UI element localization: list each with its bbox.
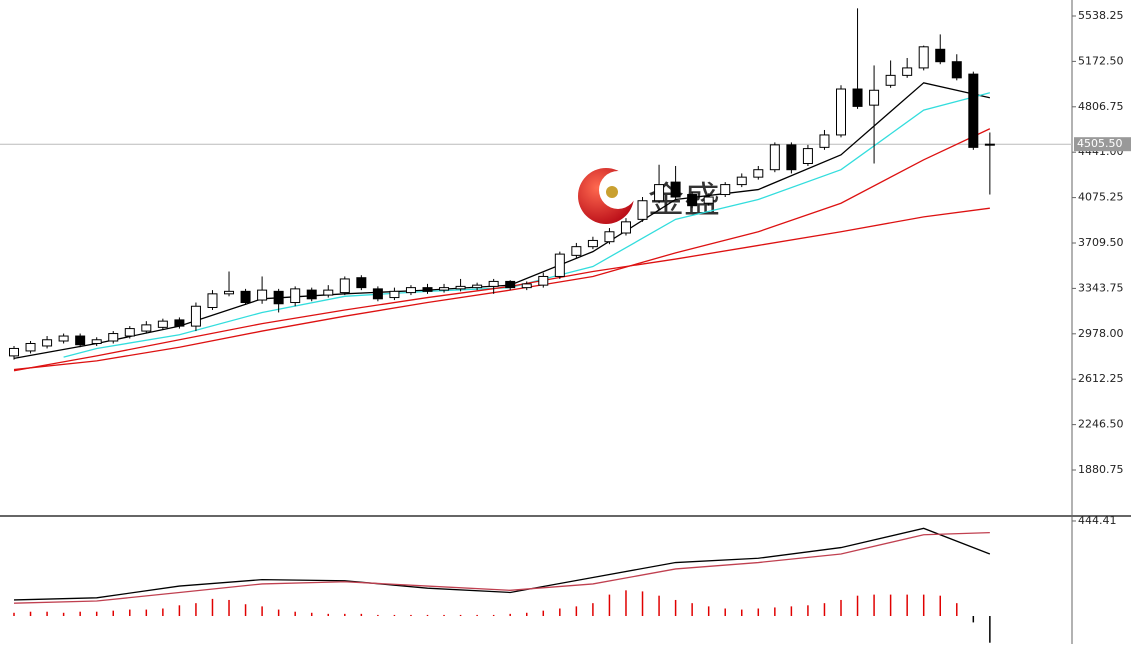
candle-body [422,287,433,292]
candle-body [554,253,565,277]
candle-body [885,74,896,86]
indicator-line [13,128,991,371]
candle-body [273,290,284,305]
candle-body [157,320,168,328]
candle-body [620,221,631,234]
candle-body [9,347,19,357]
candle-body [984,143,995,146]
candle-body [687,194,698,207]
candle-body [207,293,218,308]
candle-body [141,324,152,332]
candle-body [58,335,69,342]
candle-body [654,184,665,202]
candle-body [124,328,135,337]
indicator-line [13,531,990,604]
candle-body [670,181,681,198]
logo-crescent [599,171,637,209]
last-price-box [1074,137,1131,152]
candle-body [439,287,450,291]
candle-body [637,200,648,220]
y-tick-label: 444.41 [1078,514,1117,527]
indicator-line [13,527,991,601]
candle-body [42,339,53,347]
candle-body [951,61,962,79]
candle-body [521,283,532,289]
candle-body [918,46,929,69]
candle-body [240,290,251,304]
candle-body [720,184,731,196]
candle-body [190,305,201,327]
y-tick-label: 2978.00 [1078,327,1124,340]
candle-body [753,169,764,178]
candle-body [323,289,334,296]
candle-body [802,148,813,164]
candle-body [25,342,36,352]
candle-body [455,285,466,290]
candle-body [224,290,235,295]
candle-body [472,284,483,289]
y-tick-label: 2612.25 [1078,372,1124,385]
y-tick-label: 4075.25 [1078,191,1124,204]
candle-body [372,288,383,300]
candle-body [488,280,499,287]
candle-body [836,88,846,136]
candle-body [505,280,516,289]
candle-body [587,239,598,248]
y-tick-label: 4806.75 [1078,100,1124,113]
candle-body [389,290,400,299]
candle-body [356,277,367,289]
candle-body [108,333,119,342]
candle-body [869,89,880,106]
y-tick-label: 5538.25 [1078,9,1124,22]
candle-body [306,289,317,300]
candle-body [339,278,350,294]
y-tick-label: 3343.75 [1078,281,1124,294]
y-tick-label: 1880.75 [1078,463,1124,476]
candle-body [290,288,301,304]
candle-body [968,73,979,148]
candle-body [935,48,946,63]
candle-body [257,289,268,301]
candle-body [174,319,185,327]
last-price-label: 4505.50 [1077,137,1123,150]
y-tick-label: 5172.50 [1078,54,1124,67]
candle-body [571,246,582,256]
candle-body [538,275,549,286]
logo-dot [606,186,618,198]
logo: 金盛 [578,168,720,224]
candle-body [819,134,830,148]
candle-body [736,176,747,186]
candle-body [91,339,102,344]
candle-body [769,144,780,171]
candle-body [786,144,797,171]
candle-body [75,335,86,346]
candle-body [405,287,416,294]
y-tick-label: 2246.50 [1078,418,1124,431]
candle-body [902,67,913,76]
y-tick-label: 3709.50 [1078,236,1124,249]
candle-body [852,88,863,107]
candle-body [703,196,714,204]
candle-body [604,231,615,243]
